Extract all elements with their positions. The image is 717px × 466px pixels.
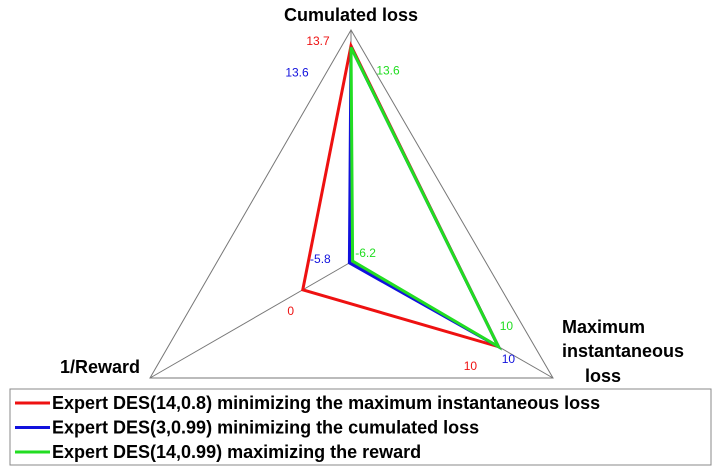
value-label: 13.6 [285,66,309,80]
value-label: 0 [287,304,294,318]
radar-series [349,46,503,351]
value-label: 13.7 [306,34,330,48]
axis-label: loss [585,366,621,386]
axis-label: Maximum [562,317,645,337]
radar-series [301,41,502,350]
value-label: -5.8 [310,252,331,266]
value-label: -6.2 [355,246,376,260]
legend-label: Expert DES(14,0.99) maximizing the rewar… [52,442,421,462]
radar-spoke [149,261,352,379]
legend-box [9,388,712,466]
value-label: 10 [502,352,516,366]
radar-frame [149,29,554,379]
axis-label: Cumulated loss [284,5,418,25]
value-label: 10 [500,319,514,333]
legend-label: Expert DES(3,0.99) minimizing the cumula… [52,417,479,437]
legend-label: Expert DES(14,0.8) minimizing the maximu… [52,393,600,413]
value-label: 13.6 [376,64,400,78]
value-label: 10 [464,359,478,373]
axis-label: 1/Reward [60,357,140,377]
axis-label: instantaneous [562,341,684,361]
